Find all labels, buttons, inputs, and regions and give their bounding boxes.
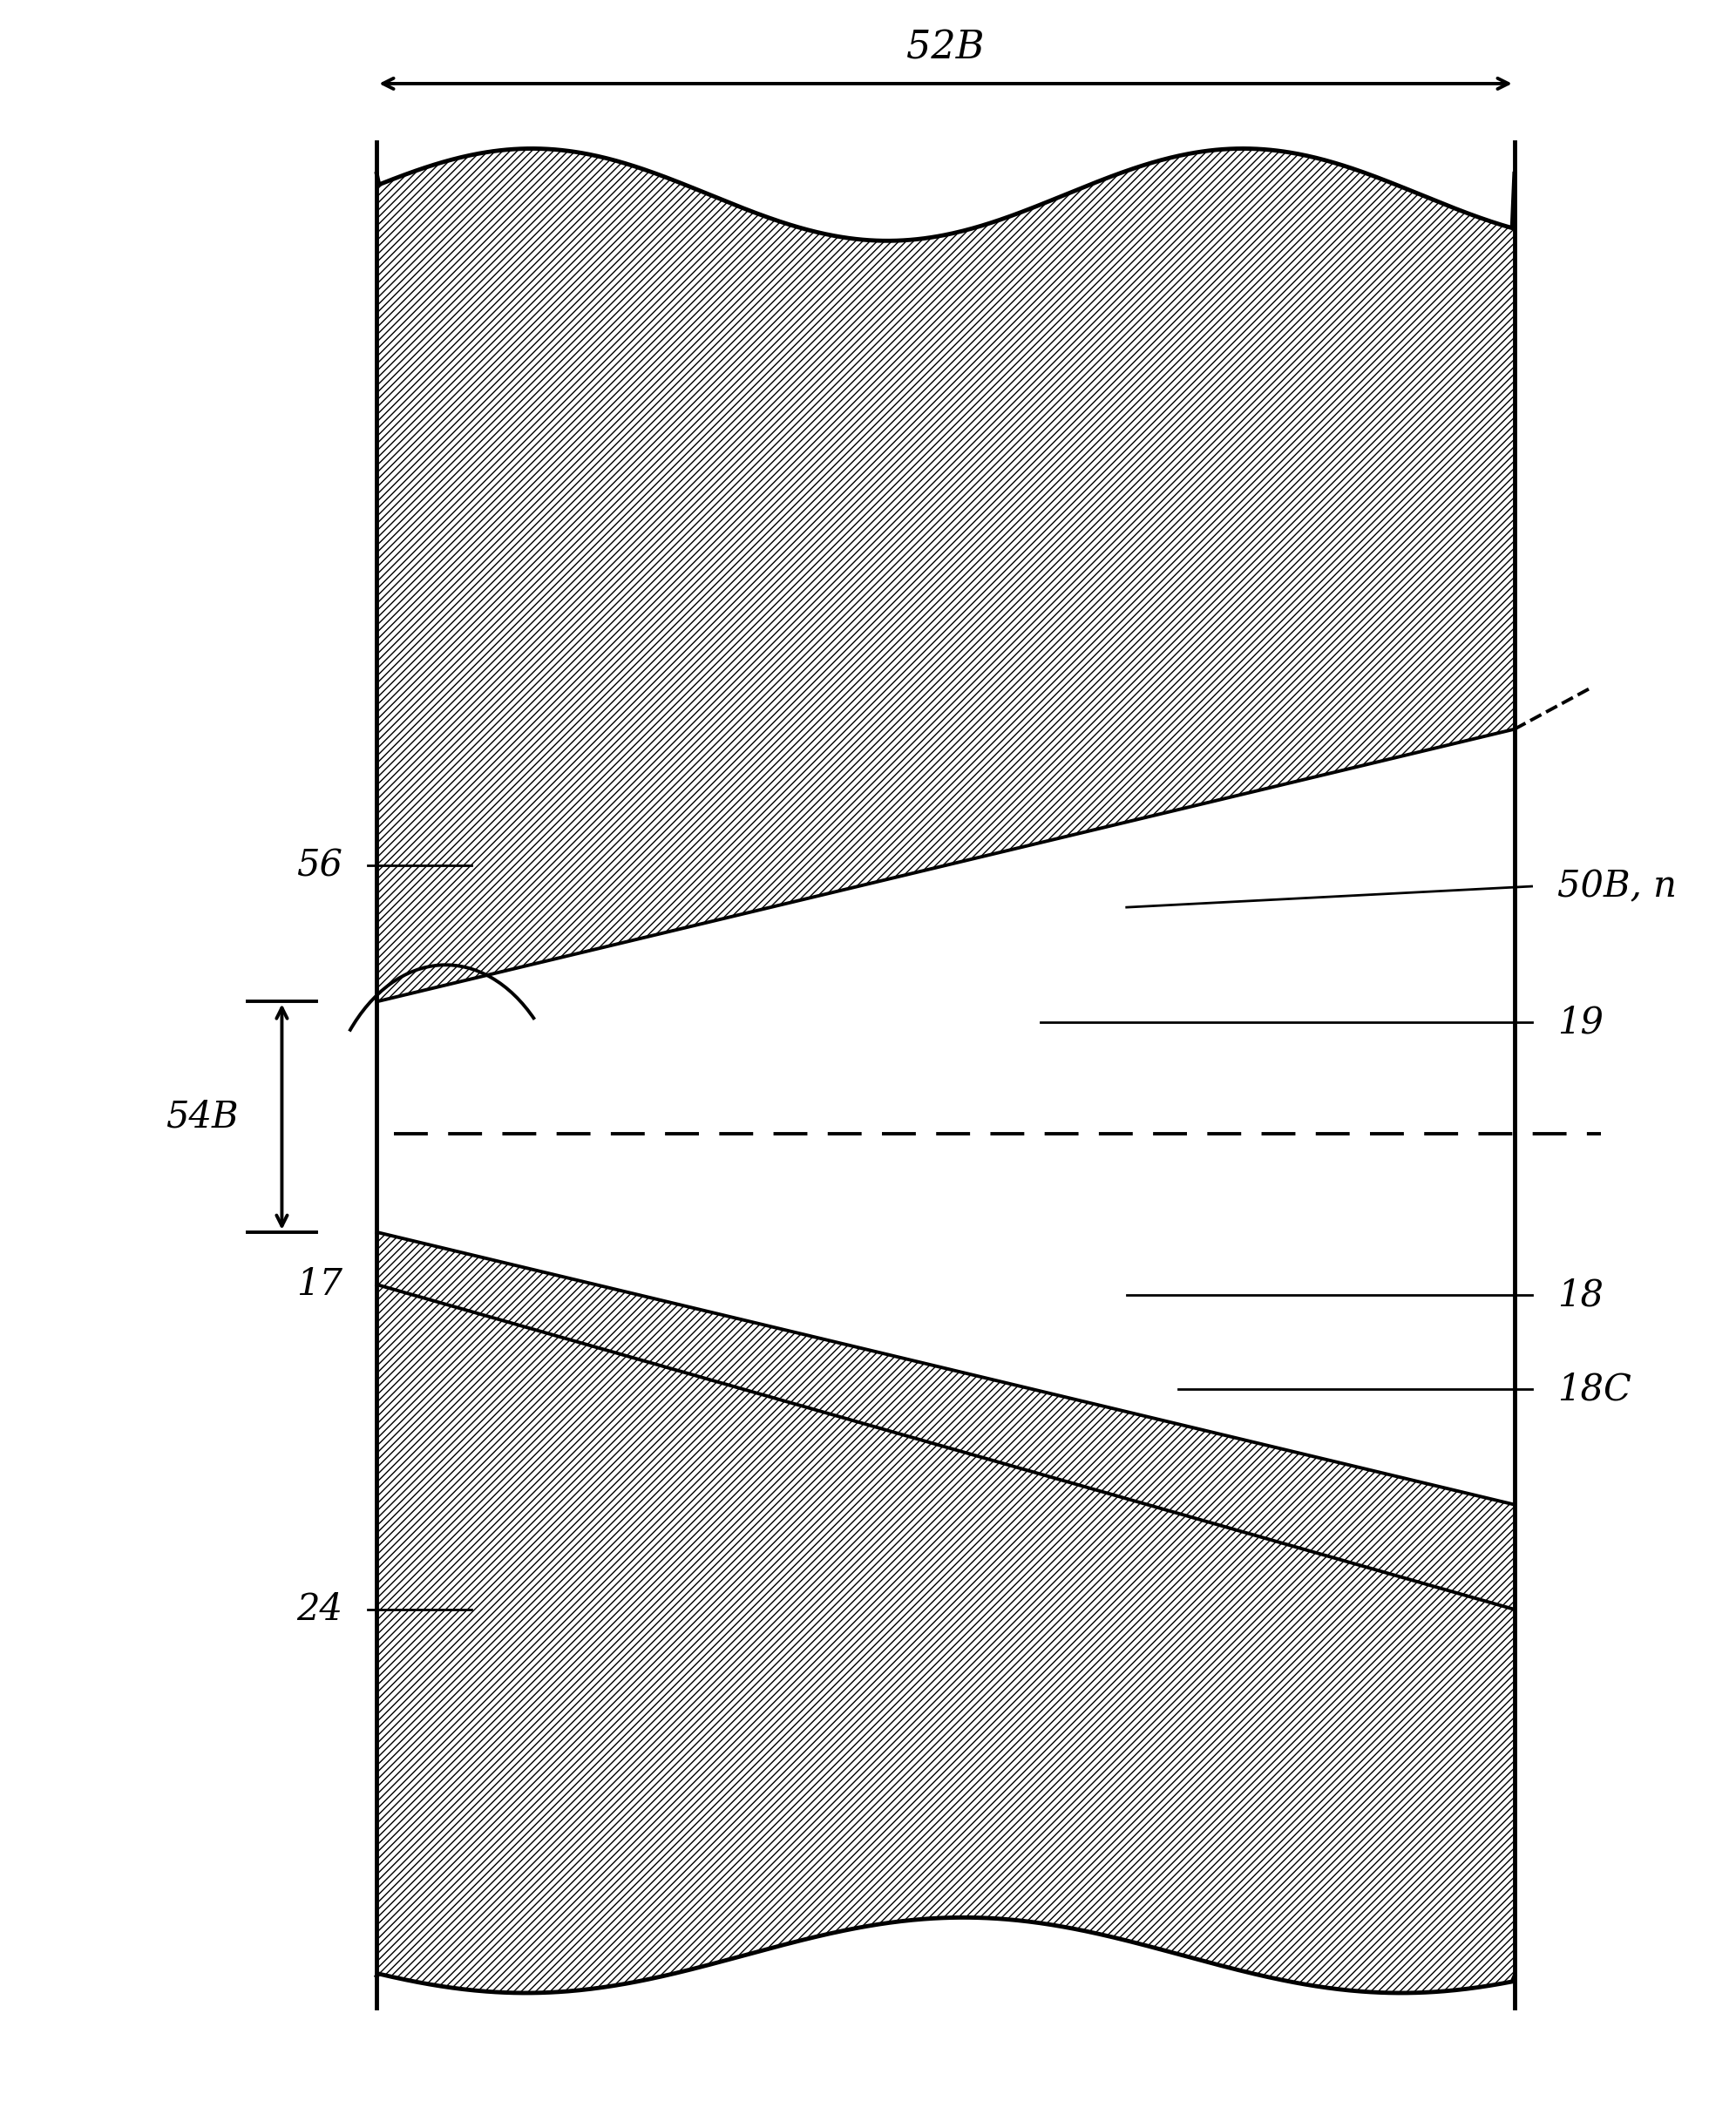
Text: 18C: 18C [1557,1370,1632,1408]
Text: 56: 56 [297,847,342,883]
Text: 19: 19 [1557,1003,1604,1041]
Text: 50B, n: 50B, n [1557,868,1677,904]
Text: 54B: 54B [167,1098,240,1136]
Text: 17: 17 [297,1267,342,1303]
Text: 18: 18 [1557,1277,1604,1313]
Text: 52B: 52B [906,30,984,67]
Text: 24: 24 [297,1592,342,1627]
